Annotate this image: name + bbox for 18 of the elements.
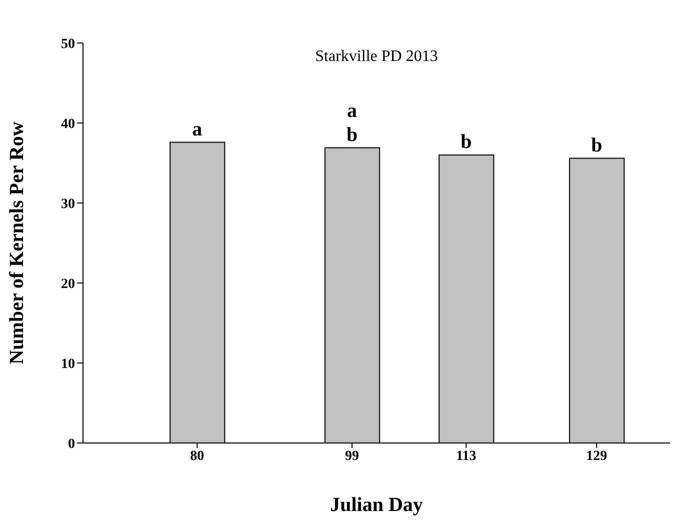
annotation: a xyxy=(347,100,358,122)
y-tick-label: 0 xyxy=(68,436,75,452)
y-tick-label: 50 xyxy=(61,36,75,52)
x-tick-label: 113 xyxy=(456,448,476,464)
x-tick-label: 99 xyxy=(345,448,360,464)
annotation: a xyxy=(192,118,202,140)
annotation: b xyxy=(591,134,602,156)
annotation: b xyxy=(460,131,472,154)
x-axis-title: Julian Day xyxy=(330,494,423,516)
y-tick-label: 40 xyxy=(61,116,75,132)
annotation: b xyxy=(346,124,358,146)
y-axis-title: Number of Kernels Per Row xyxy=(6,121,28,364)
x-tick-label: 80 xyxy=(190,448,204,464)
x-tick-label: 129 xyxy=(586,448,608,464)
chart-title: Starkville PD 2013 xyxy=(314,48,439,66)
y-tick-label: 30 xyxy=(61,196,75,212)
y-tick-label: 20 xyxy=(61,276,75,292)
y-tick-label: 10 xyxy=(61,356,75,372)
